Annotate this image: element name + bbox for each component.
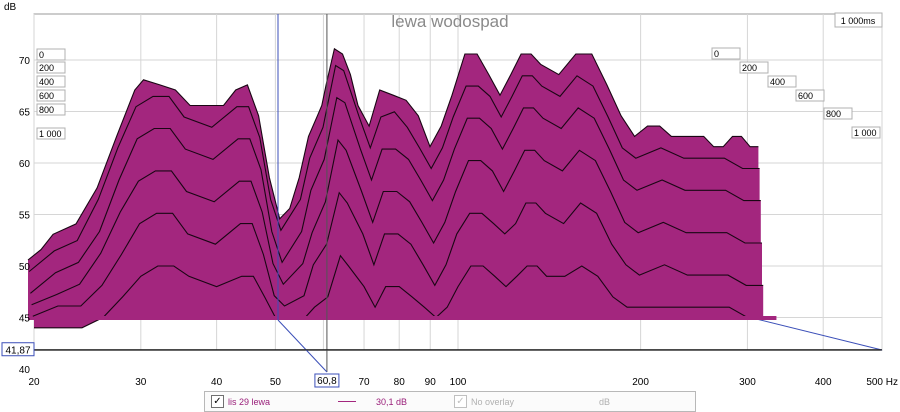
time-slice-right-label: 600 (798, 91, 813, 101)
time-slice-right-label: 400 (770, 77, 785, 87)
waterfall-slice-line (32, 191, 764, 317)
time-slice-left-box (36, 48, 66, 61)
x-tick-label: 500 Hz (866, 377, 898, 388)
time-slice-right-box (767, 75, 797, 88)
time-slice-right-label: 1 000 (854, 128, 877, 138)
x-cursor-depth-line (277, 319, 328, 373)
time-slice-left-box (36, 127, 66, 140)
x-cursor-badge (314, 373, 340, 388)
x-tick-label: 400 (815, 377, 832, 388)
waterfall-slice-line (28, 64, 760, 272)
time-slice-left-label: 0 (39, 50, 44, 60)
waterfall-slice-fill (34, 255, 765, 328)
time-slice-right-label: 0 (714, 49, 719, 59)
time-slice-right-label: 800 (826, 109, 841, 119)
time-slice-left-label: 800 (39, 105, 54, 115)
waterfall-slice-line (31, 138, 762, 306)
overlay-label: No overlay (471, 396, 515, 407)
time-slice-right-box (739, 61, 769, 74)
legend-bar: ✓ lis 29 lewa 30,1 dB ✓ No overlay dB (204, 391, 696, 412)
x-tick-label: 70 (358, 377, 370, 388)
time-slice-left-box (36, 61, 66, 74)
x-tick-label: 80 (394, 377, 406, 388)
time-slice-right-box (823, 107, 853, 120)
time-slice-left-label: 400 (39, 77, 54, 87)
y-axis-ticks: 70 65 60 55 50 45 41,87 40 (1, 56, 35, 376)
time-slice-right-label: 200 (742, 63, 757, 73)
x-tick-label: 100 (450, 377, 467, 388)
time-slice-labels: 0 200 400 600 800 1 000 0 200 400 600 800 1 000 (36, 47, 881, 140)
time-slice-left-box (36, 103, 66, 116)
y-axis-label: dB (4, 2, 17, 13)
x-tick-label: 20 (28, 377, 40, 388)
x-tick-label: 50 (270, 377, 282, 388)
time-slice-left-label: 1 000 (39, 129, 62, 139)
waterfall-slice-line (30, 96, 761, 294)
x-cursor-label: 60,8 (317, 376, 337, 387)
x-tick-label: 200 (632, 377, 649, 388)
time-slice-left-label: 200 (39, 63, 54, 73)
x-tick-label: 90 (425, 377, 437, 388)
y-cursor-badge (1, 342, 35, 357)
floor-perspective-line (739, 314, 883, 351)
x-axis-ticks: 20 30 40 50 60,8 70 80 90 100 200 300 400 500 Hz (28, 373, 898, 388)
y-tick-label: 50 (19, 262, 31, 273)
series-swatch (338, 401, 356, 402)
chart-title: lewa wodospad (391, 12, 508, 31)
y-cursor-label: 41,87 (5, 346, 30, 357)
svg-text:1 000ms: 1 000ms (841, 16, 876, 26)
x-tick-label: 30 (135, 377, 147, 388)
waterfall-floor (38, 316, 777, 320)
x-tick-label: 40 (211, 377, 223, 388)
overlay-unit: dB (599, 396, 611, 407)
y-tick-label: 45 (19, 314, 31, 325)
y-tick-label: 55 (19, 211, 31, 222)
y-tick-label: 65 (19, 108, 31, 119)
series-checkbox[interactable]: ✓ (211, 395, 224, 408)
x-tick-label: 300 (739, 377, 756, 388)
series-name: lis 29 lewa (228, 396, 271, 407)
time-slice-left-box (36, 75, 66, 88)
time-slice-right-box (795, 89, 825, 102)
time-slice-right-box (711, 47, 741, 60)
waterfall-slice-line (27, 47, 759, 261)
overlay-checkbox[interactable]: ✓ (454, 395, 467, 408)
series-value: 30,1 dB (376, 396, 408, 407)
time-slice-left-label: 600 (39, 91, 54, 101)
time-slice-right-box (851, 126, 881, 139)
time-axis-badge: 1 000ms (834, 12, 883, 28)
y-tick-label: 40 (19, 365, 31, 376)
cursor-lines[interactable] (34, 14, 882, 373)
waterfall-slices (27, 47, 777, 329)
waterfall-slice-line (34, 254, 765, 329)
time-slice-left-box (36, 89, 66, 102)
y-tick-label: 60 (19, 159, 31, 170)
y-tick-label: 70 (19, 56, 31, 67)
